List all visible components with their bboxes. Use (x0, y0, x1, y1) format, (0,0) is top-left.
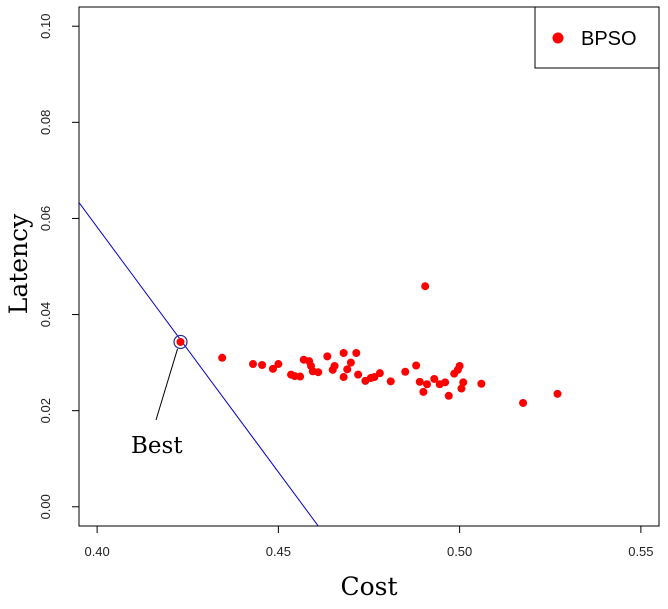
data-point (274, 360, 283, 369)
data-point (430, 374, 439, 383)
y-tick-label: 0.06 (38, 206, 53, 231)
x-tick-label: 0.45 (266, 544, 291, 559)
data-point (441, 378, 450, 387)
x-axis: 0.40 0.45 0.50 0.55 (84, 526, 654, 559)
data-point (477, 379, 486, 388)
y-axis: 0.00 0.02 0.04 0.06 0.08 0.10 (38, 14, 79, 519)
data-point (258, 361, 267, 370)
data-point (343, 365, 352, 374)
y-tick-label: 0.00 (38, 494, 53, 519)
data-point (423, 380, 431, 389)
data-point (553, 389, 562, 398)
y-tick-label: 0.10 (38, 14, 53, 39)
legend: BPSO (534, 6, 660, 69)
data-point (412, 361, 421, 370)
plot-frame (78, 6, 660, 527)
data-point (375, 369, 384, 378)
data-point (354, 370, 363, 379)
data-point (176, 337, 185, 346)
data-point (218, 353, 227, 362)
x-tick-label: 0.55 (628, 544, 653, 559)
y-axis-title: Latency (4, 213, 33, 314)
data-point (249, 360, 257, 369)
y-tick-label: 0.04 (38, 302, 53, 327)
best-annotation-leader (155, 348, 178, 421)
legend-marker-bpso (552, 32, 564, 44)
data-point (455, 361, 464, 370)
data-point (314, 368, 323, 377)
data-point (415, 377, 424, 386)
data-point (339, 373, 348, 382)
best-point-marker (173, 334, 188, 350)
data-point (352, 349, 361, 357)
data-point (459, 378, 468, 387)
y-tick-label: 0.08 (38, 110, 53, 135)
x-tick-label: 0.40 (84, 544, 109, 559)
series-bpso (176, 282, 562, 407)
data-point (386, 377, 395, 386)
data-point (444, 391, 453, 400)
x-axis-title: Cost (340, 572, 397, 601)
y-tick-label: 0.02 (38, 398, 53, 423)
x-tick-label: 0.50 (447, 544, 472, 559)
data-point (330, 361, 339, 370)
best-annotation-label: Best (131, 433, 183, 459)
legend-label-bpso: BPSO (581, 28, 637, 50)
data-point (339, 349, 348, 357)
data-point (419, 387, 428, 396)
data-point (401, 367, 410, 376)
data-point (421, 282, 430, 291)
data-point (296, 372, 305, 381)
data-point (323, 352, 332, 361)
data-point (457, 384, 466, 393)
data-point (519, 398, 528, 407)
reference-line (79, 202, 319, 526)
data-point (268, 364, 277, 373)
data-point (346, 358, 355, 367)
